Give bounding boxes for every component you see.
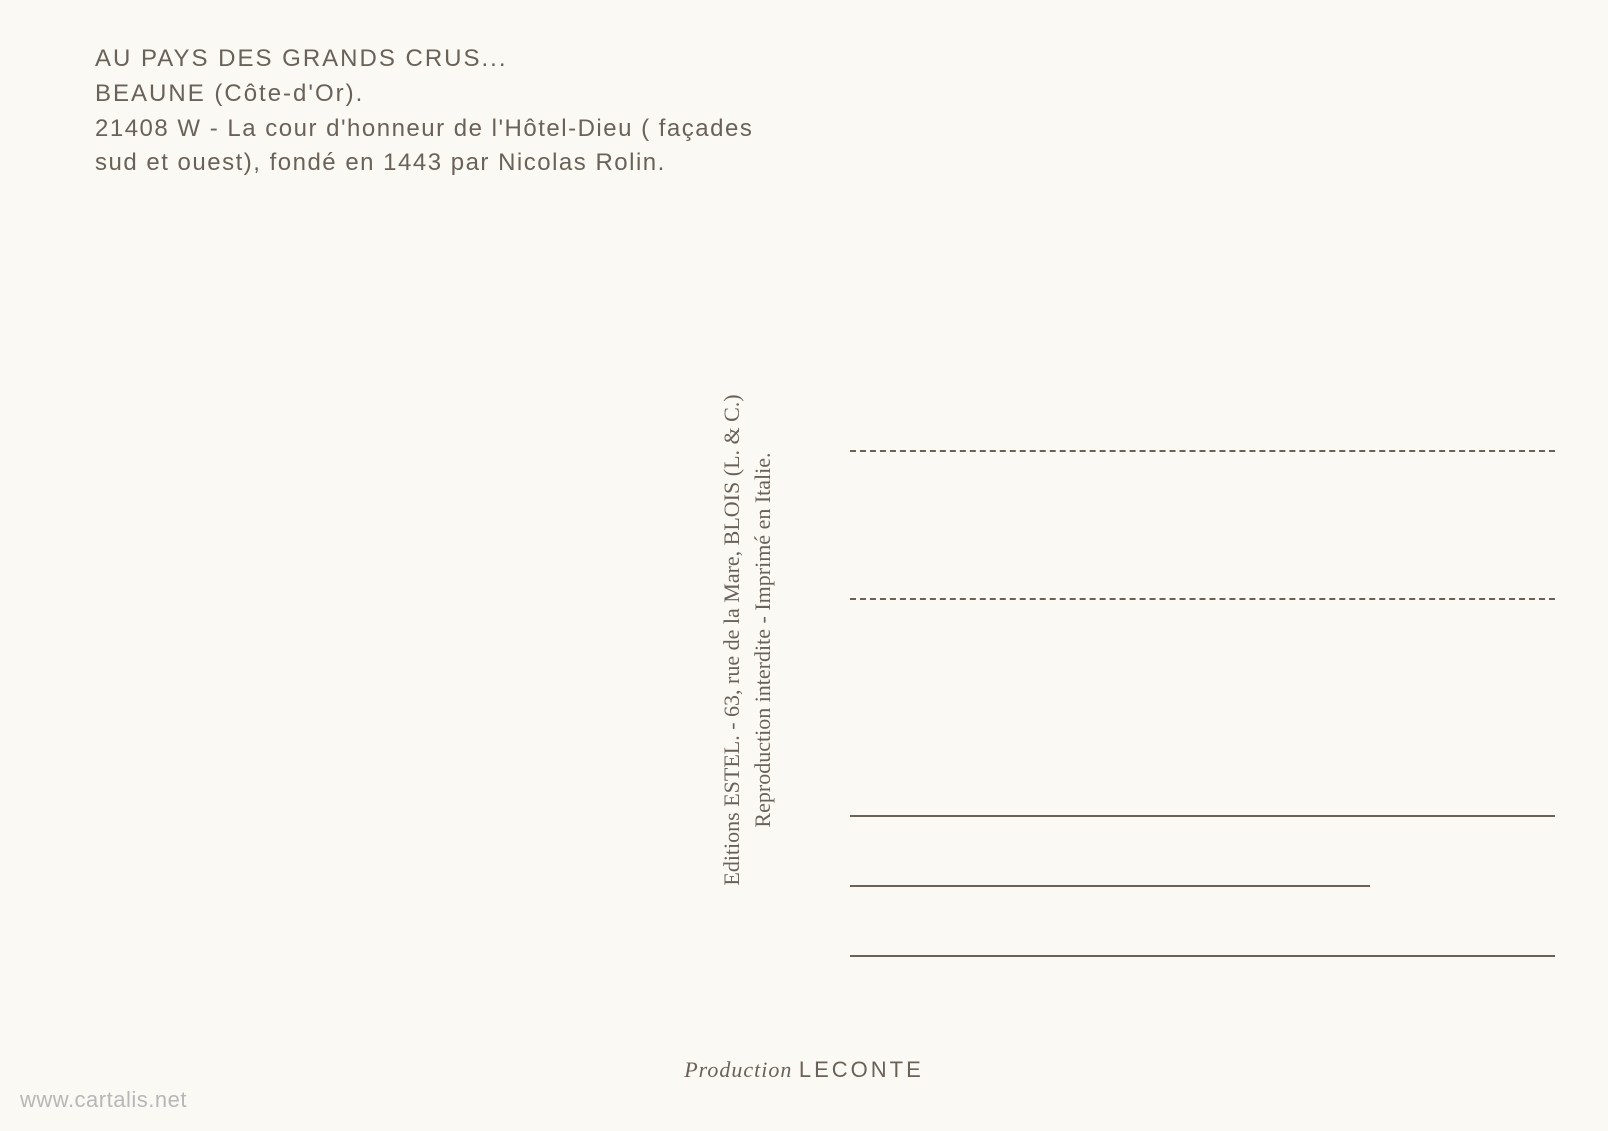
postcard-back: AU PAYS DES GRANDS CRUS... BEAUNE (Côte-… [0,0,1608,1131]
address-line-dashed [850,598,1555,600]
publisher-line-1: Editions ESTEL. - 63, rue de la Mare, BL… [717,394,748,885]
publisher-block: Editions ESTEL. - 63, rue de la Mare, BL… [717,394,779,885]
production-prefix: Production [684,1057,799,1082]
production-name: LECONTE [799,1057,924,1082]
caption-block: AU PAYS DES GRANDS CRUS... BEAUNE (Côte-… [95,42,995,181]
caption-line-4: sud et ouest), fondé en 1443 par Nicolas… [95,146,995,181]
caption-line-3: 21408 W - La cour d'honneur de l'Hôtel-D… [95,112,995,147]
publisher-line-2: Reproduction interdite - Imprimé en Ital… [748,394,779,885]
address-line-dashed [850,450,1555,452]
watermark-text: www.cartalis.net [20,1087,187,1113]
production-credit: Production LECONTE [0,1057,1608,1083]
address-line-solid [850,955,1555,957]
address-line-solid [850,815,1555,817]
center-divider: Editions ESTEL. - 63, rue de la Mare, BL… [718,280,778,1000]
caption-line-1: AU PAYS DES GRANDS CRUS... [95,42,995,77]
caption-line-2: BEAUNE (Côte-d'Or). [95,77,995,112]
address-line-solid [850,885,1370,887]
